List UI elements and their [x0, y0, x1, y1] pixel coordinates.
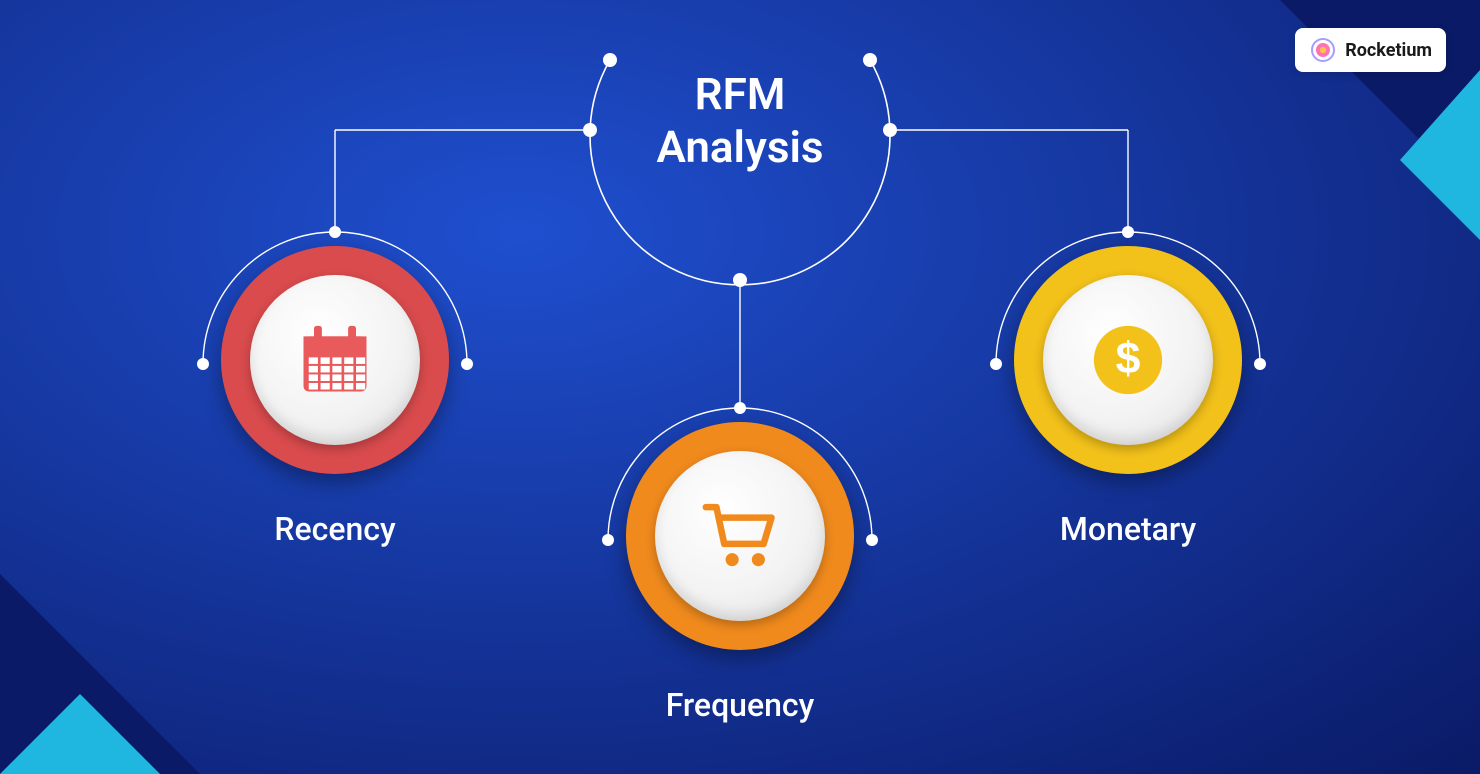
node-recency: Recency: [221, 246, 449, 548]
infographic-canvas: Rocketium RFM Analysis: [0, 0, 1480, 774]
node-frequency: Frequency: [626, 422, 854, 724]
diagram-title: RFM Analysis: [657, 68, 824, 174]
node-arc: [986, 224, 1270, 376]
node-monetary: $ Monetary: [1014, 246, 1242, 548]
node-label-frequency: Frequency: [666, 686, 815, 724]
title-line-2: Analysis: [657, 121, 824, 174]
node-visual: [221, 246, 449, 474]
node-label-recency: Recency: [274, 510, 395, 548]
brand-text: Rocketium: [1345, 40, 1432, 61]
node-visual: $: [1014, 246, 1242, 474]
node-arc: [193, 224, 477, 376]
brand-badge: Rocketium: [1295, 28, 1446, 72]
node-label-monetary: Monetary: [1060, 510, 1196, 548]
corner-bottom-left: [0, 554, 260, 774]
node-visual: [626, 422, 854, 650]
node-arc: [598, 400, 882, 552]
title-line-1: RFM: [657, 68, 824, 121]
brand-mark-icon: [1309, 36, 1337, 64]
